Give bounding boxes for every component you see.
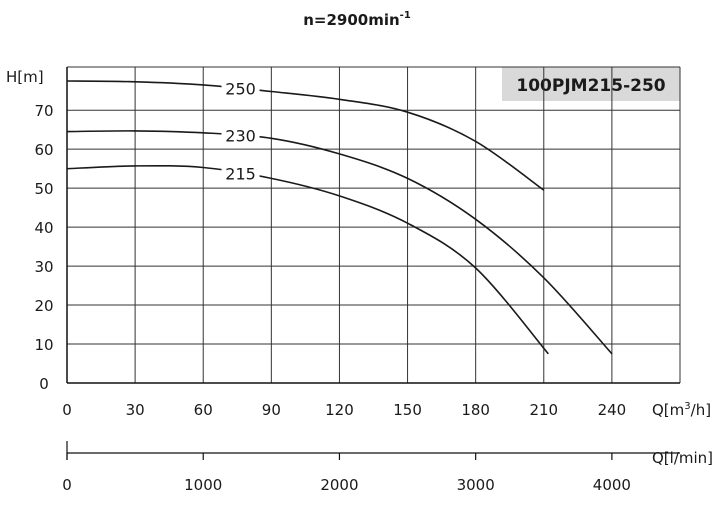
x-tick-label: 210 <box>529 401 558 419</box>
y-axis-label: H[m] <box>6 68 44 86</box>
x-tick-label: 180 <box>461 401 490 419</box>
curve-label-250: 250 <box>225 79 256 98</box>
series-line-230 <box>66 130 613 355</box>
chart-title-text: n=2900min <box>303 11 399 29</box>
x-axis-label-post: /h] <box>691 401 711 419</box>
y-tick-label: 50 <box>34 180 53 198</box>
curve-labels: 250 230 215 <box>221 78 260 186</box>
x-tick-label: 120 <box>325 401 354 419</box>
x-tick-label: 60 <box>194 401 213 419</box>
curve-label-230: 230 <box>225 127 256 146</box>
chart-title-superscript: -1 <box>400 10 411 21</box>
y-tick-label: 30 <box>34 258 53 276</box>
model-label: 100PJM215-250 <box>516 76 665 96</box>
y-tick-label: 40 <box>34 219 53 237</box>
x2-tick-label: 1000 <box>184 476 222 494</box>
curve-label-bg <box>221 125 260 148</box>
secondary-x-axis: 0 1000 2000 3000 4000 <box>62 441 680 494</box>
y-tick-label: 60 <box>34 141 53 159</box>
y-tick-label: 20 <box>34 297 53 315</box>
curve-label-bg <box>221 78 260 101</box>
axes <box>66 67 680 384</box>
x2-axis-label: Q[l/min] <box>652 449 713 467</box>
x-tick-label: 30 <box>126 401 145 419</box>
chart-title: n=2900min-1 <box>303 10 411 29</box>
x2-tick-label: 0 <box>62 476 72 494</box>
x-axis-label: Q[m3/h] <box>652 401 711 419</box>
x-tick-label: 90 <box>262 401 281 419</box>
y-tick-label: 10 <box>34 336 53 354</box>
x2-tick-label: 2000 <box>320 476 358 494</box>
series-line-215 <box>66 164 549 355</box>
x-tick-label: 0 <box>62 401 72 419</box>
series-line-250 <box>66 80 545 191</box>
curve-label-bg <box>221 163 260 186</box>
x-axis-label-sup: 3 <box>684 401 690 412</box>
x-tick-label: 150 <box>393 401 422 419</box>
x-axis-label-pre: Q[m <box>652 401 684 419</box>
y-tick-labels: 0 10 20 30 40 50 60 70 <box>34 102 53 393</box>
y-tick-label: 0 <box>39 375 49 393</box>
y-tick-label: 70 <box>34 102 53 120</box>
curve-label-215: 215 <box>225 164 256 183</box>
series-curves <box>66 80 613 355</box>
x2-tick-label: 4000 <box>593 476 631 494</box>
x-tick-label: 240 <box>598 401 627 419</box>
x-tick-labels: 0 30 60 90 120 150 180 210 240 <box>62 401 626 419</box>
x2-tick-label: 3000 <box>457 476 495 494</box>
grid <box>66 66 681 384</box>
model-badge <box>502 67 680 101</box>
